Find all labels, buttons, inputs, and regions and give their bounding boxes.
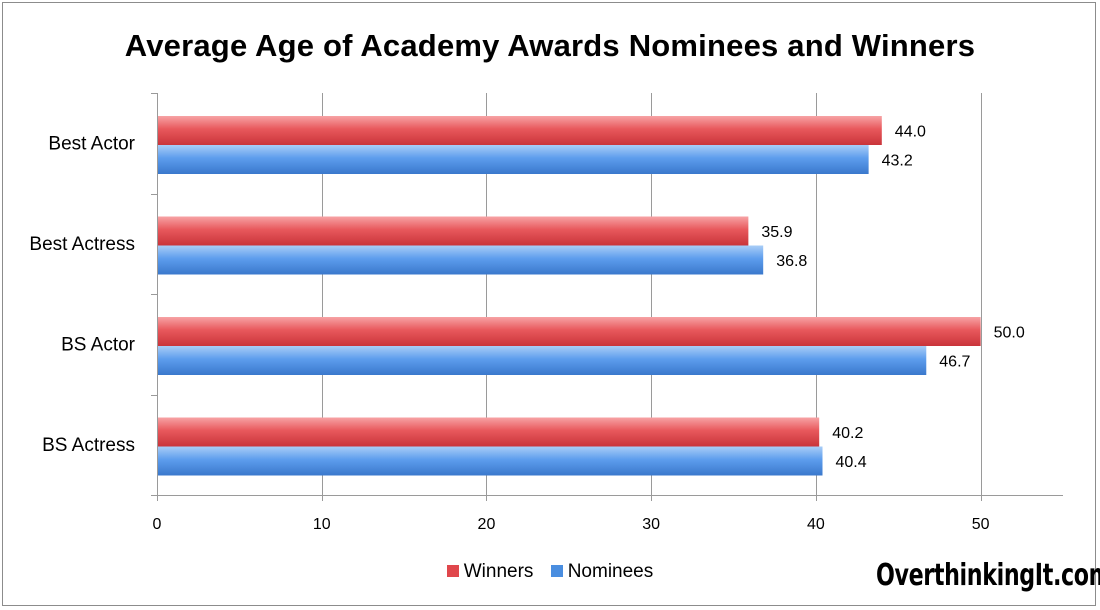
tick-label-x-30: 30 (642, 516, 660, 533)
legend-swatch-winners (446, 565, 459, 577)
chart-title: Average Age of Academy Awards Nominees a… (124, 28, 976, 63)
bar-nominees-0 (158, 145, 869, 174)
tick-label-x-20: 20 (478, 516, 496, 533)
category-label-0: Best Actor (48, 133, 135, 154)
tick-label-x-0: 0 (153, 516, 162, 533)
data-label-winners-1: 35.9 (761, 224, 792, 241)
watermark-logo: OverthinkingIt.com (876, 558, 1100, 593)
data-label-winners-0: 44.0 (895, 124, 926, 141)
bars (158, 116, 981, 476)
data-label-nominees-3: 40.4 (835, 454, 866, 471)
category-label-2: BS Actor (61, 334, 136, 355)
bar-winners-1 (158, 216, 749, 246)
bar-winners-0 (158, 116, 882, 145)
bar-winners-2 (158, 317, 981, 346)
bar-nominees-2 (158, 346, 927, 375)
tick-label-x-40: 40 (807, 516, 825, 533)
legend: Winners Nominees (0, 561, 1100, 583)
data-labels: 44.0 43.2 35.9 36.8 50.0 46.7 40.2 40.4 (761, 124, 1025, 472)
data-label-winners-2: 50.0 (994, 325, 1025, 342)
tick-label-x-10: 10 (313, 516, 331, 533)
legend-swatch-nominees (550, 565, 563, 577)
legend-label-nominees: Nominees (567, 561, 654, 582)
data-label-nominees-1: 36.8 (776, 253, 807, 270)
bar-winners-3 (158, 417, 820, 447)
data-label-nominees-0: 43.2 (882, 153, 913, 170)
legend-item-winners: Winners (446, 561, 534, 583)
bar-nominees-3 (158, 446, 823, 476)
legend-item-nominees: Nominees (550, 561, 654, 583)
data-label-nominees-2: 46.7 (939, 354, 970, 371)
tick-label-x-50: 50 (972, 516, 990, 533)
category-label-1: Best Actress (29, 234, 135, 255)
legend-label-winners: Winners (463, 561, 534, 582)
category-label-3: BS Actress (42, 435, 135, 456)
bar-nominees-1 (158, 245, 764, 275)
data-label-winners-3: 40.2 (832, 425, 863, 442)
axes: 0 10 20 30 40 50 Best Actor Best Actress BS Acto… (29, 93, 1063, 533)
